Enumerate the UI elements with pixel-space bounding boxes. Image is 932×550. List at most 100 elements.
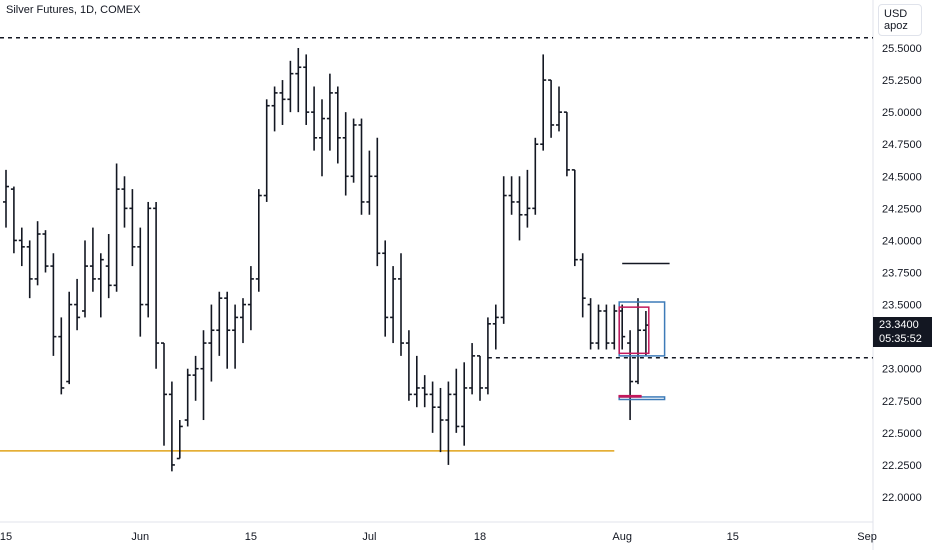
ohlc-bar (279, 80, 286, 125)
ohlc-bar (358, 118, 365, 215)
price-tick-label: 24.7500 (882, 139, 922, 151)
time-tick-label: 15 (0, 531, 12, 543)
price-tick-label: 22.5000 (882, 428, 922, 440)
ohlc-bar (105, 234, 112, 299)
price-tick-label: 25.2500 (882, 75, 922, 87)
ohlc-bar (42, 230, 49, 273)
ohlc-bar (579, 253, 586, 318)
ohlc-bar (445, 381, 452, 465)
ohlc-bar (603, 304, 610, 350)
time-tick-label: Aug (612, 531, 632, 543)
ohlc-bar (255, 189, 262, 292)
ohlc-bar (137, 227, 144, 337)
ohlc-bar (405, 330, 412, 401)
time-tick-label: 15 (245, 531, 257, 543)
ohlc-bar (413, 355, 420, 408)
ohlc-bar (50, 253, 57, 356)
ohlc-bar (421, 375, 428, 408)
price-tick-label: 24.2500 (882, 203, 922, 215)
ohlc-bar (176, 420, 183, 460)
ohlc-bar (548, 79, 555, 138)
ohlc-bar (540, 54, 547, 151)
ohlc-bar (595, 304, 602, 350)
ohlc-bar (311, 86, 318, 151)
blue-range-box (618, 301, 666, 357)
ohlc-bar (129, 189, 136, 267)
ohlc-bar (500, 176, 507, 324)
ohlc-bar (153, 201, 160, 369)
ohlc-bar (334, 86, 341, 164)
price-tick-label: 25.0000 (882, 107, 922, 119)
ohlc-bar (247, 266, 254, 331)
user-label: apoz (884, 20, 908, 32)
ohlc-bar (145, 201, 152, 318)
ohlc-bar (184, 368, 191, 427)
currency-selector[interactable]: USD apoz (878, 4, 922, 36)
ohlc-bar (58, 317, 65, 395)
ohlc-bar (587, 298, 594, 350)
ohlc-bar (113, 163, 120, 292)
ohlc-bar (263, 99, 270, 202)
ohlc-bar (437, 387, 444, 453)
ohlc-bar (492, 304, 499, 350)
ohlc-bar (429, 381, 436, 433)
ohlc-bar (224, 291, 231, 369)
pink-range-box (618, 306, 650, 355)
ohlc-bar (461, 362, 468, 446)
ohlc-bar (192, 355, 199, 401)
ohlc-bar (161, 342, 167, 446)
ohlc-bar (10, 186, 17, 254)
ohlc-bar (524, 169, 531, 228)
ohlc-bar (66, 291, 73, 385)
ohlc-bar (200, 330, 207, 421)
ohlc-bar (571, 169, 578, 267)
last-price-marker: 23.3400 05:35:52 (873, 317, 932, 347)
price-tick-label: 23.0000 (882, 364, 922, 376)
ohlc-bar (303, 54, 310, 125)
ohlc-bar (374, 137, 381, 267)
ohlc-bar (342, 112, 349, 196)
pink-range-box (618, 394, 642, 398)
price-tick-label: 23.5000 (882, 300, 922, 312)
blue-range-box (618, 396, 666, 401)
ohlc-bar (556, 86, 562, 132)
ohlc-bar (398, 253, 404, 356)
ohlc-bar (635, 298, 641, 385)
ohlc-bar (34, 221, 41, 286)
price-tick-label: 24.5000 (882, 171, 922, 183)
price-tick-label: 22.2500 (882, 460, 922, 472)
price-tick-label: 24.0000 (882, 235, 922, 247)
ohlc-bar (26, 240, 33, 299)
ohlc-bar (619, 304, 626, 350)
ohlc-bar (366, 150, 373, 215)
ohlc-bar (484, 317, 491, 395)
ohlc-bar (516, 176, 523, 241)
ohlc-bar (121, 176, 128, 228)
ohlc-bar (563, 111, 570, 177)
ohlc-bar (287, 60, 294, 113)
ohlc-bar (74, 278, 81, 331)
ohlc-bar (3, 169, 9, 228)
time-tick-label: Jun (131, 531, 149, 543)
time-tick-label: Sep (857, 531, 877, 543)
ohlc-bar (168, 381, 175, 472)
price-tick-label: 25.5000 (882, 43, 922, 55)
ohlc-bar (295, 48, 302, 113)
ohlc-bar (477, 355, 483, 401)
ohlc-bar (216, 291, 223, 356)
ohlc-bar (97, 253, 104, 318)
ohlc-bar (350, 118, 357, 183)
ohlc-bar (326, 73, 333, 151)
time-tick-label: 15 (727, 531, 739, 543)
ohlc-bar (82, 240, 88, 318)
ohlc-bar (382, 240, 389, 337)
price-tick-label: 23.7500 (882, 268, 922, 280)
ohlc-bar (611, 304, 618, 350)
ohlc-bar (319, 99, 325, 177)
ohlc-bar (469, 343, 476, 395)
ohlc-bar (453, 368, 460, 433)
currency-label: USD (884, 8, 908, 20)
ohlc-bar (271, 86, 278, 132)
price-tick-label: 22.0000 (882, 492, 922, 504)
